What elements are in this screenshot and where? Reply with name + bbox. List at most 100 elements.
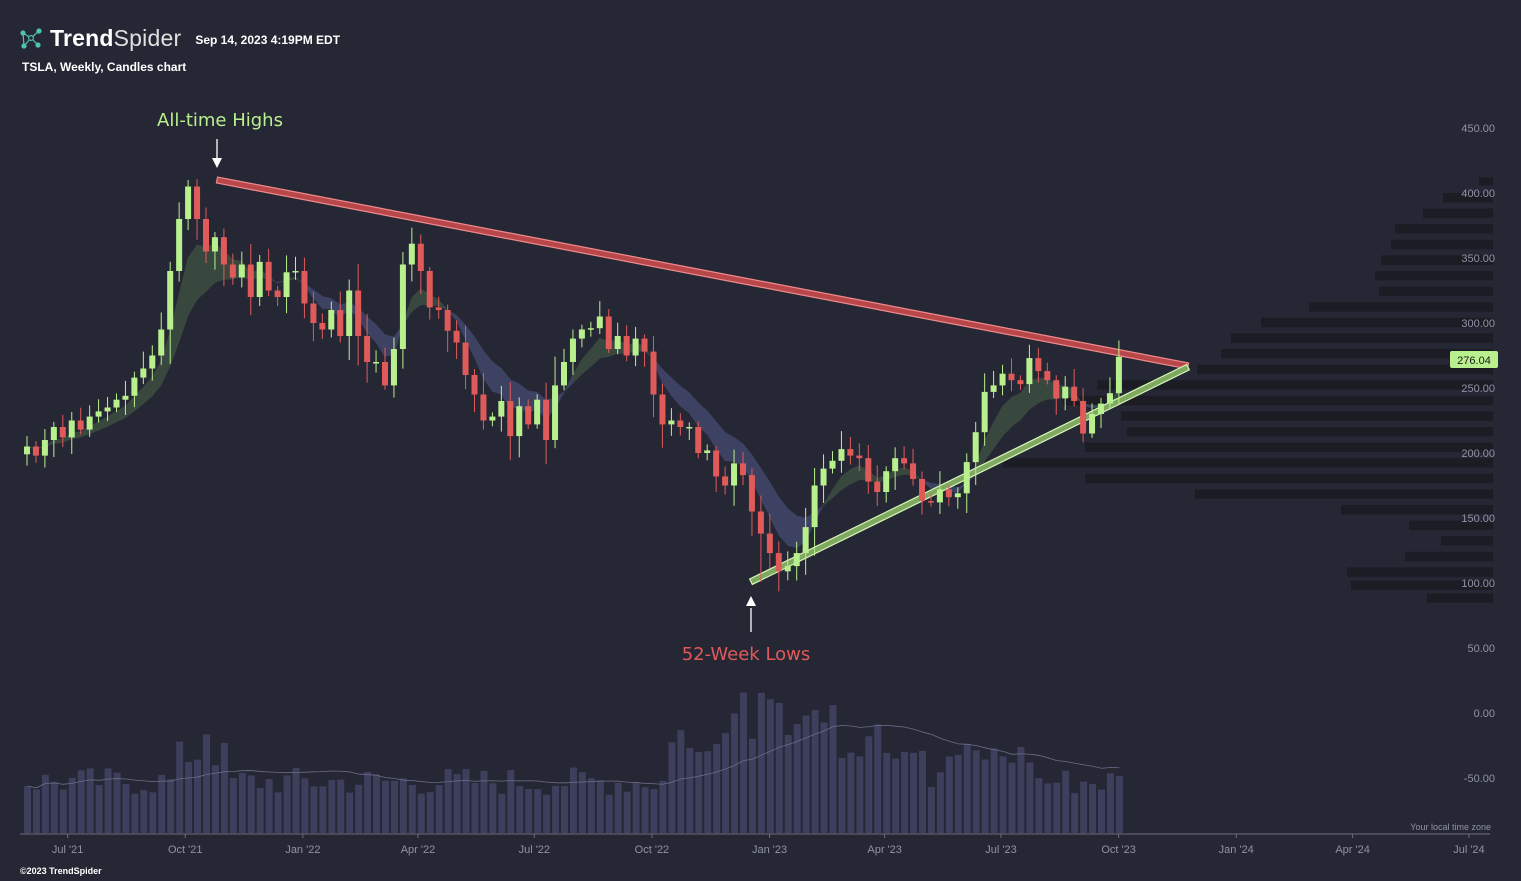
cloud-segment [572, 358, 583, 384]
volume-bar [614, 782, 622, 833]
volume-bar [695, 751, 703, 833]
cloud-segment [375, 323, 386, 358]
volume-bar [981, 759, 989, 833]
y-tick-label: 350.00 [1461, 253, 1495, 265]
candle-body [901, 458, 908, 464]
candle-body [596, 316, 603, 329]
volume-bar [686, 747, 694, 833]
volume-profile-bar [1375, 271, 1493, 281]
candle-body [1071, 386, 1078, 401]
price-badge-text: 276.04 [1457, 355, 1491, 367]
x-tick-label: Jul '22 [519, 844, 550, 856]
candle-body [50, 427, 57, 440]
candle-body [185, 186, 192, 219]
volume-bar [337, 779, 345, 833]
candle-body [337, 310, 344, 336]
y-tick-label: 450.00 [1461, 123, 1495, 135]
cloud-segment [474, 335, 484, 379]
candle-body [1017, 380, 1024, 385]
volume-profile-bar [1097, 380, 1493, 390]
cloud-segment [411, 287, 422, 313]
volume-bar [292, 767, 300, 833]
candle-body [158, 329, 165, 356]
cloud-segment [724, 431, 735, 462]
candle-body [686, 427, 693, 429]
cloud-segment [680, 385, 690, 414]
candle-body [104, 407, 111, 412]
logo-light-text: Spider [113, 24, 182, 51]
candle-body [95, 411, 102, 417]
candle-body [113, 399, 120, 408]
candle-body [399, 264, 406, 349]
volume-bar [211, 765, 219, 833]
candle-body [820, 468, 827, 486]
volume-bar [462, 769, 470, 833]
volume-bar [641, 787, 649, 833]
volume-bar [1044, 783, 1052, 833]
volume-bar [104, 768, 112, 833]
cloud-segment [125, 395, 135, 419]
candle-body [1035, 358, 1042, 372]
x-tick-label: Jul '21 [52, 844, 83, 856]
candle-body [1008, 373, 1015, 381]
volume-bar [399, 778, 407, 833]
x-tick-label: Apr '23 [867, 844, 902, 856]
volume-bar [149, 792, 157, 833]
y-tick-label: 0.00 [1474, 708, 1495, 720]
candle-body [1062, 386, 1069, 399]
volume-bar [936, 772, 944, 833]
y-tick-label: 150.00 [1461, 513, 1495, 525]
candle-body [659, 394, 666, 425]
candle-body [328, 310, 335, 330]
volume-profile-bar [1409, 520, 1493, 530]
volume-bar [435, 785, 443, 833]
volume-profile [1003, 177, 1493, 603]
volume-bar [355, 784, 363, 833]
volume-bar [587, 778, 595, 833]
candle-body [292, 271, 299, 273]
volume-bar [220, 742, 228, 833]
candle-body [390, 349, 397, 386]
volume-bar [417, 793, 425, 833]
volume-bar [426, 792, 434, 833]
volume-bar [158, 774, 166, 833]
volume-bar [775, 703, 783, 833]
candle-body [346, 290, 353, 336]
volume-profile-bar [1395, 224, 1493, 234]
timezone-note: Your local time zone [1410, 822, 1491, 832]
volume-bar [382, 780, 389, 833]
candle-body [954, 493, 961, 498]
header: TrendSpider Sep 14, 2023 4:19PM EDT [18, 18, 340, 58]
candle-body [453, 330, 460, 343]
volume-profile-bar [1379, 286, 1493, 296]
volume-profile-bar [1341, 505, 1493, 515]
candle-body [811, 485, 818, 528]
last-price-badge: 276.04 [1450, 351, 1498, 368]
volume-profile-bar [1443, 193, 1493, 203]
candle-body [265, 261, 272, 291]
volume-bar [122, 784, 130, 833]
cloud-segment [671, 377, 681, 407]
candle-body [32, 446, 39, 456]
candle-body [355, 290, 362, 336]
cloud-segment [492, 361, 502, 395]
volume-bar [596, 780, 604, 833]
volume-bar [229, 778, 237, 833]
volume-bar [113, 772, 121, 833]
volume-bar [766, 699, 774, 833]
volume-profile-bar [1391, 239, 1493, 250]
y-tick-label: 200.00 [1461, 448, 1495, 460]
cloud-segment [196, 244, 207, 301]
volume-bar [784, 735, 792, 833]
volume-bar [95, 785, 103, 833]
resistance-trendline[interactable] [215, 176, 1190, 370]
annotations: All-time Highs 52-Week Lows [157, 110, 810, 665]
x-tick-label: Jan '22 [285, 844, 320, 856]
candle-body [713, 450, 720, 477]
candle-body [426, 271, 433, 308]
cloud-segment [143, 375, 153, 405]
volume-bar [346, 792, 354, 833]
x-tick-label: Oct '21 [168, 844, 203, 856]
volume-bar [390, 780, 398, 833]
